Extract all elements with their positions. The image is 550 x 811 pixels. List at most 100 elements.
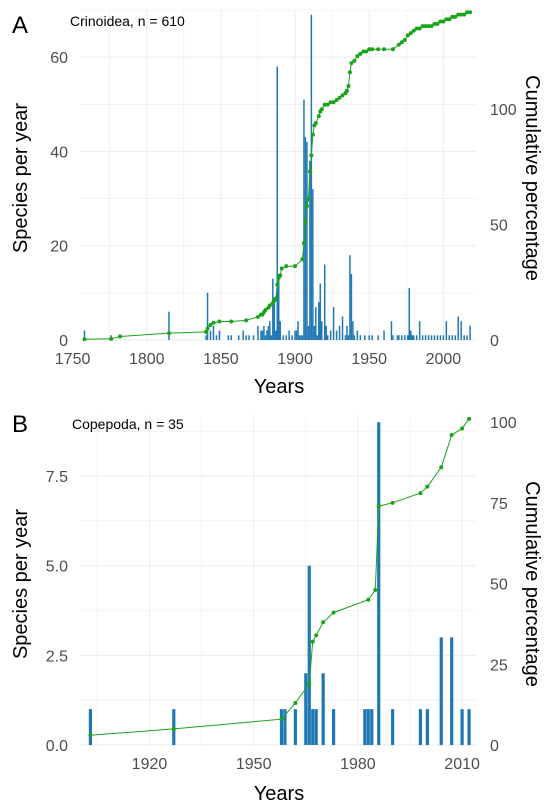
x-tick-label: 1950 bbox=[236, 756, 272, 773]
cumulative-point bbox=[390, 500, 395, 505]
cumulative-point bbox=[208, 323, 213, 327]
bar bbox=[359, 335, 362, 340]
panel-a-bars bbox=[83, 14, 471, 341]
cumulative-point bbox=[229, 319, 234, 324]
cumulative-point bbox=[82, 337, 87, 342]
y-tick-label: 60 bbox=[50, 50, 68, 67]
cumulative-point bbox=[425, 484, 430, 489]
bar bbox=[206, 292, 209, 340]
cumulative-point bbox=[408, 31, 413, 36]
panel-b-letter: B bbox=[12, 411, 28, 438]
cumulative-point bbox=[429, 24, 434, 29]
cumulative-point bbox=[316, 114, 321, 119]
bar bbox=[418, 321, 421, 340]
cumulative-point bbox=[355, 54, 360, 59]
bar bbox=[392, 335, 394, 340]
cumulative-point bbox=[273, 296, 278, 301]
bar bbox=[237, 335, 240, 340]
cumulative-point bbox=[321, 620, 326, 625]
panel-a-x-ticks: 1750 1800 1850 1900 1950 2000 bbox=[55, 351, 461, 368]
cumulative-point bbox=[460, 426, 465, 431]
panel-b-x-ticks: 1920 1950 1980 2010 bbox=[132, 756, 480, 773]
bar bbox=[390, 321, 393, 340]
bar bbox=[272, 278, 274, 340]
bar bbox=[398, 335, 400, 340]
bar bbox=[297, 321, 299, 340]
cumulative-point bbox=[279, 717, 284, 722]
cumulative-point bbox=[390, 47, 395, 52]
x-tick-label: 1980 bbox=[340, 756, 376, 773]
x-tick-label: 1950 bbox=[351, 351, 387, 368]
y2-tick-label: 100 bbox=[490, 415, 517, 432]
bar bbox=[407, 335, 409, 340]
bar bbox=[448, 335, 451, 340]
bar bbox=[288, 330, 290, 340]
bar bbox=[427, 335, 430, 340]
cumulative-point bbox=[278, 273, 283, 278]
panel-b-y-ticks: 0.0 2.5 5.0 7.5 bbox=[46, 469, 68, 755]
bar bbox=[209, 330, 212, 340]
cumulative-point bbox=[307, 681, 312, 686]
y-tick-label: 0.0 bbox=[46, 738, 68, 755]
bar bbox=[368, 335, 370, 340]
panel-b-x-axis-title: Years bbox=[254, 783, 304, 805]
cumulative-point bbox=[441, 19, 446, 24]
bar bbox=[352, 321, 354, 340]
bar bbox=[404, 335, 406, 340]
bar bbox=[335, 330, 338, 340]
bar bbox=[252, 335, 255, 340]
x-tick-label: 1900 bbox=[277, 351, 313, 368]
bar bbox=[332, 307, 335, 340]
y-tick-label: 7.5 bbox=[46, 469, 68, 486]
cumulative-point bbox=[306, 197, 311, 202]
bar bbox=[275, 330, 277, 340]
bar bbox=[463, 335, 465, 340]
bar bbox=[300, 335, 302, 340]
cumulative-point bbox=[418, 491, 423, 496]
cumulative-point bbox=[367, 47, 372, 52]
cumulative-point bbox=[376, 47, 381, 52]
bar bbox=[309, 160, 311, 340]
bar bbox=[411, 335, 413, 340]
cumulative-point bbox=[467, 416, 472, 421]
cumulative-point bbox=[279, 266, 284, 271]
bar bbox=[283, 709, 287, 745]
bar bbox=[304, 137, 307, 340]
cumulative-point bbox=[331, 610, 336, 615]
bar bbox=[349, 255, 351, 340]
bar bbox=[344, 335, 347, 340]
bar bbox=[264, 335, 267, 340]
bar bbox=[298, 335, 301, 340]
bar bbox=[276, 66, 279, 341]
cumulative-point bbox=[255, 314, 260, 319]
bar bbox=[356, 330, 359, 340]
bar bbox=[469, 325, 471, 340]
panel-a-cumulative-line bbox=[82, 10, 473, 342]
cumulative-point bbox=[426, 24, 431, 29]
bar bbox=[303, 99, 305, 340]
bar bbox=[260, 330, 262, 340]
cumulative-point bbox=[307, 169, 312, 174]
cumulative-point bbox=[293, 701, 298, 706]
bar bbox=[273, 297, 276, 340]
cumulative-point bbox=[420, 24, 425, 29]
cumulative-point bbox=[346, 84, 351, 89]
bar bbox=[230, 335, 233, 340]
cumulative-point bbox=[423, 24, 428, 29]
bar bbox=[415, 335, 418, 340]
bar bbox=[466, 335, 468, 340]
bar bbox=[313, 325, 316, 340]
bar bbox=[307, 565, 311, 745]
bar bbox=[316, 335, 319, 340]
bar bbox=[291, 335, 293, 340]
bar bbox=[321, 321, 323, 340]
bar bbox=[451, 335, 454, 340]
bar bbox=[205, 335, 207, 340]
y2-tick-label: 75 bbox=[490, 496, 508, 513]
bar bbox=[346, 325, 348, 340]
cumulative-point bbox=[344, 88, 349, 93]
cumulative-point bbox=[465, 10, 470, 15]
y-tick-label: 40 bbox=[50, 144, 68, 161]
bar bbox=[277, 274, 280, 340]
bar bbox=[364, 335, 366, 340]
